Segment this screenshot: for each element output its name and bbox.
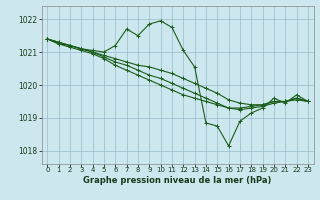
X-axis label: Graphe pression niveau de la mer (hPa): Graphe pression niveau de la mer (hPa) — [84, 176, 272, 185]
